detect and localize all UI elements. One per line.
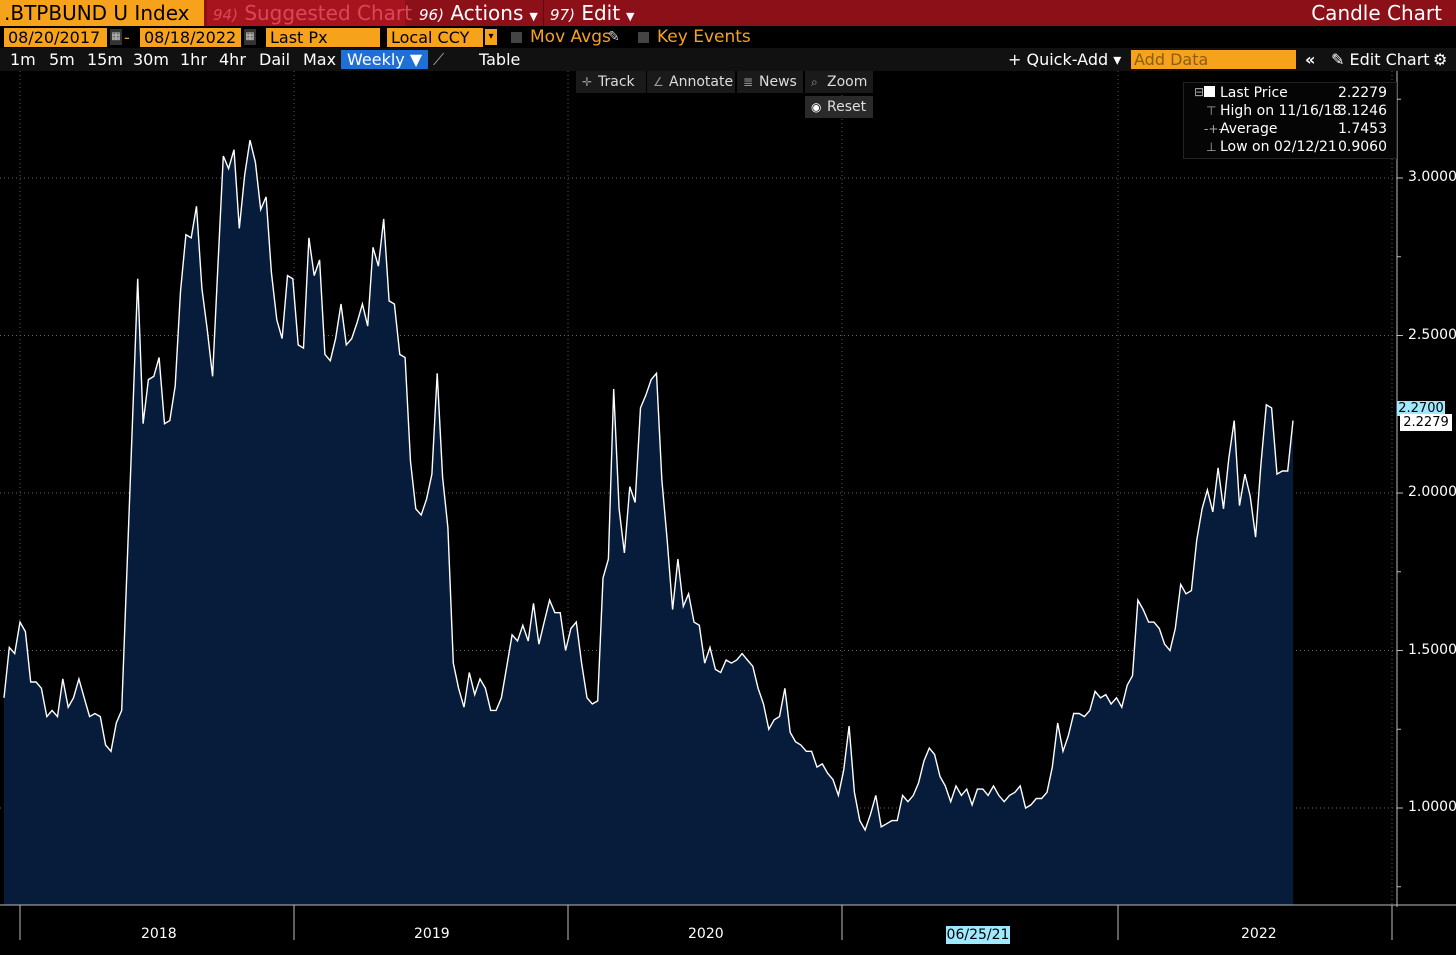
timeframe-daily[interactable]: Dail: [259, 50, 291, 69]
suggested-charts-button[interactable]: 94) Suggested Charts: [207, 0, 422, 26]
y-tick-label: 2.0000: [1408, 484, 1456, 500]
mov-avgs-label[interactable]: Mov Avgs: [530, 27, 611, 47]
cursor-date-tag: 06/25/21: [946, 926, 1010, 944]
zoom-label: Zoom: [827, 74, 868, 90]
legend-collapse-icon[interactable]: ⊟: [1194, 85, 1205, 99]
track-button[interactable]: ✛ Track: [576, 71, 646, 93]
actions-label: Actions: [450, 1, 524, 25]
news-label: News: [759, 74, 797, 90]
key-events-label[interactable]: Key Events: [657, 27, 751, 47]
end-date-field[interactable]: 08/18/2022: [140, 28, 241, 47]
x-tick-label: 2019: [414, 926, 450, 942]
reset-button[interactable]: ◉ Reset: [805, 96, 873, 118]
gear-icon[interactable]: ⚙: [1433, 50, 1448, 69]
last-price-swatch: [1204, 86, 1215, 97]
x-tick-label: 2020: [688, 926, 724, 942]
edit-number: 97): [550, 6, 575, 24]
pen-icon: ∠: [653, 75, 664, 89]
chart-type-label: Candle Chart: [1311, 1, 1442, 25]
price-field-select[interactable]: Last Px: [266, 28, 380, 47]
mov-avgs-checkbox[interactable]: [511, 32, 522, 43]
legend-low-value: 0.9060: [1338, 139, 1387, 155]
price-tag-last: 2.2279: [1400, 414, 1452, 431]
price-area-fill: [4, 140, 1293, 905]
zoom-button[interactable]: ⌕ Zoom: [805, 71, 873, 93]
average-marker-icon: -+-: [1204, 122, 1223, 136]
x-tick-label: 2018: [141, 926, 177, 942]
news-button[interactable]: ≣ News: [737, 71, 803, 93]
top-toolbar: .BTPBUND U Index 94) Suggested Charts 96…: [0, 0, 1456, 26]
date-separator: -: [124, 28, 130, 47]
legend-panel: ⊟ Last Price 2.2279 ⊤ High on 11/16/18 3…: [1183, 82, 1397, 159]
key-events-checkbox[interactable]: [638, 32, 649, 43]
chart-axes: [0, 71, 1456, 940]
track-label: Track: [598, 74, 635, 90]
timeframe-1m[interactable]: 1m: [10, 50, 36, 69]
x-tick-label: 2022: [1241, 926, 1277, 942]
price-tag-primary: 2.2700: [1397, 401, 1445, 416]
legend-high-value: 3.1246: [1338, 103, 1387, 119]
timeframe-max[interactable]: Max: [303, 50, 337, 69]
timeframe-15m[interactable]: 15m: [87, 50, 123, 69]
magnifier-icon: ⌕: [811, 75, 818, 89]
add-data-input[interactable]: Add Data: [1131, 50, 1296, 69]
legend-high-label: High on 11/16/18: [1220, 103, 1342, 119]
timeframe-4hr[interactable]: 4hr: [219, 50, 246, 69]
edit-menu[interactable]: 97) Edit ▼: [543, 0, 635, 26]
reset-icon: ◉: [811, 100, 822, 114]
periodicity-select[interactable]: Weekly ▼: [341, 50, 429, 69]
timeframe-1hr[interactable]: 1hr: [180, 50, 207, 69]
table-button[interactable]: Table: [479, 50, 521, 69]
edit-chart-label: Edit Chart: [1349, 50, 1430, 69]
currency-select[interactable]: Local CCY: [387, 28, 483, 47]
edit-chart-button[interactable]: ✎ Edit Chart: [1331, 50, 1430, 69]
crosshair-icon: ✛: [582, 75, 593, 89]
timeframe-row: 1m 5m 15m 30m 1hr 4hr Dail Max Weekly ▼ …: [0, 48, 1456, 71]
legend-low-label: Low on 02/12/21: [1220, 139, 1337, 155]
reset-label: Reset: [827, 99, 867, 115]
legend-last-label: Last Price: [1220, 85, 1288, 101]
price-chart[interactable]: [0, 71, 1456, 955]
y-tick-label: 3.0000: [1408, 169, 1456, 185]
legend-last-value: 2.2279: [1338, 85, 1387, 101]
annotate-label: Annotate: [669, 74, 734, 90]
line-chart-icon[interactable]: ⟋: [433, 50, 445, 69]
legend-average-label: Average: [1220, 121, 1278, 137]
start-date-field[interactable]: 08/20/2017: [4, 28, 107, 47]
chevron-down-icon: ▼: [626, 10, 635, 23]
high-marker-icon: ⊤: [1206, 104, 1217, 118]
actions-menu[interactable]: 96) Actions ▼: [413, 0, 538, 26]
price-line: [3, 140, 1294, 832]
settings-row: 08/20/2017 ▦ - 08/18/2022 ▦ Last Px Loca…: [0, 26, 1456, 48]
y-tick-label: 2.5000: [1408, 326, 1456, 343]
pencil-icon: ✎: [1331, 50, 1345, 69]
y-tick-label: 1.5000: [1408, 641, 1456, 658]
ticker-field[interactable]: .BTPBUND U Index: [0, 0, 204, 26]
legend-average-value: 1.7453: [1338, 121, 1387, 137]
chevron-down-icon: ▼: [529, 10, 538, 23]
low-marker-icon: ⊥: [1206, 140, 1217, 154]
quick-add-button[interactable]: + Quick-Add ▾: [1008, 50, 1122, 69]
collapse-icon[interactable]: «: [1305, 50, 1316, 69]
calendar-icon[interactable]: ▦: [244, 29, 256, 45]
suggested-charts-label: Suggested Charts: [244, 1, 423, 25]
calendar-icon[interactable]: ▦: [110, 29, 122, 45]
edit-label: Edit: [581, 1, 621, 25]
timeframe-30m[interactable]: 30m: [133, 50, 169, 69]
chevron-down-icon[interactable]: ▾: [485, 29, 497, 45]
annotate-button[interactable]: ∠ Annotate: [647, 71, 735, 93]
news-icon: ≣: [743, 75, 754, 89]
suggested-charts-number: 94): [213, 6, 238, 24]
timeframe-5m[interactable]: 5m: [49, 50, 75, 69]
y-tick-label: 1.0000: [1408, 799, 1456, 815]
pencil-icon[interactable]: ✎: [608, 29, 620, 45]
actions-number: 96): [419, 6, 444, 24]
